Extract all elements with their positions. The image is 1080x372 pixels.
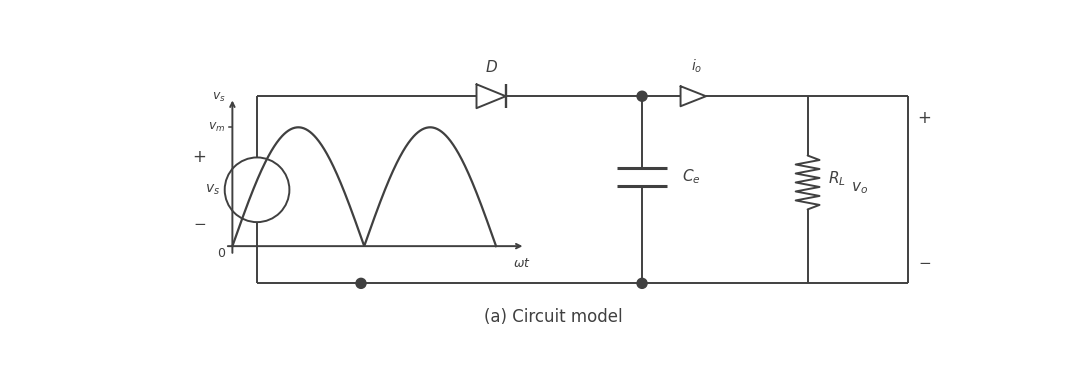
Text: $\omega t$: $\omega t$ <box>513 257 530 270</box>
Text: $v_s$: $v_s$ <box>205 183 220 197</box>
Circle shape <box>637 91 647 101</box>
Text: $v_s$: $v_s$ <box>212 91 226 104</box>
Text: $-$: $-$ <box>192 215 206 230</box>
Circle shape <box>637 278 647 288</box>
Text: $C_e$: $C_e$ <box>683 168 701 186</box>
Text: $i_o$: $i_o$ <box>691 58 703 76</box>
Text: +: + <box>918 109 932 127</box>
Text: (a) Circuit model: (a) Circuit model <box>484 308 623 326</box>
Text: $v_o$: $v_o$ <box>851 180 868 196</box>
Circle shape <box>356 278 366 288</box>
Circle shape <box>225 157 289 222</box>
Text: $R_L$: $R_L$ <box>828 169 847 188</box>
Text: $v_m$: $v_m$ <box>208 121 226 134</box>
Text: $-$: $-$ <box>918 254 931 269</box>
Text: $0$: $0$ <box>217 247 226 260</box>
Text: $D$: $D$ <box>485 59 498 75</box>
Text: +: + <box>192 148 206 166</box>
